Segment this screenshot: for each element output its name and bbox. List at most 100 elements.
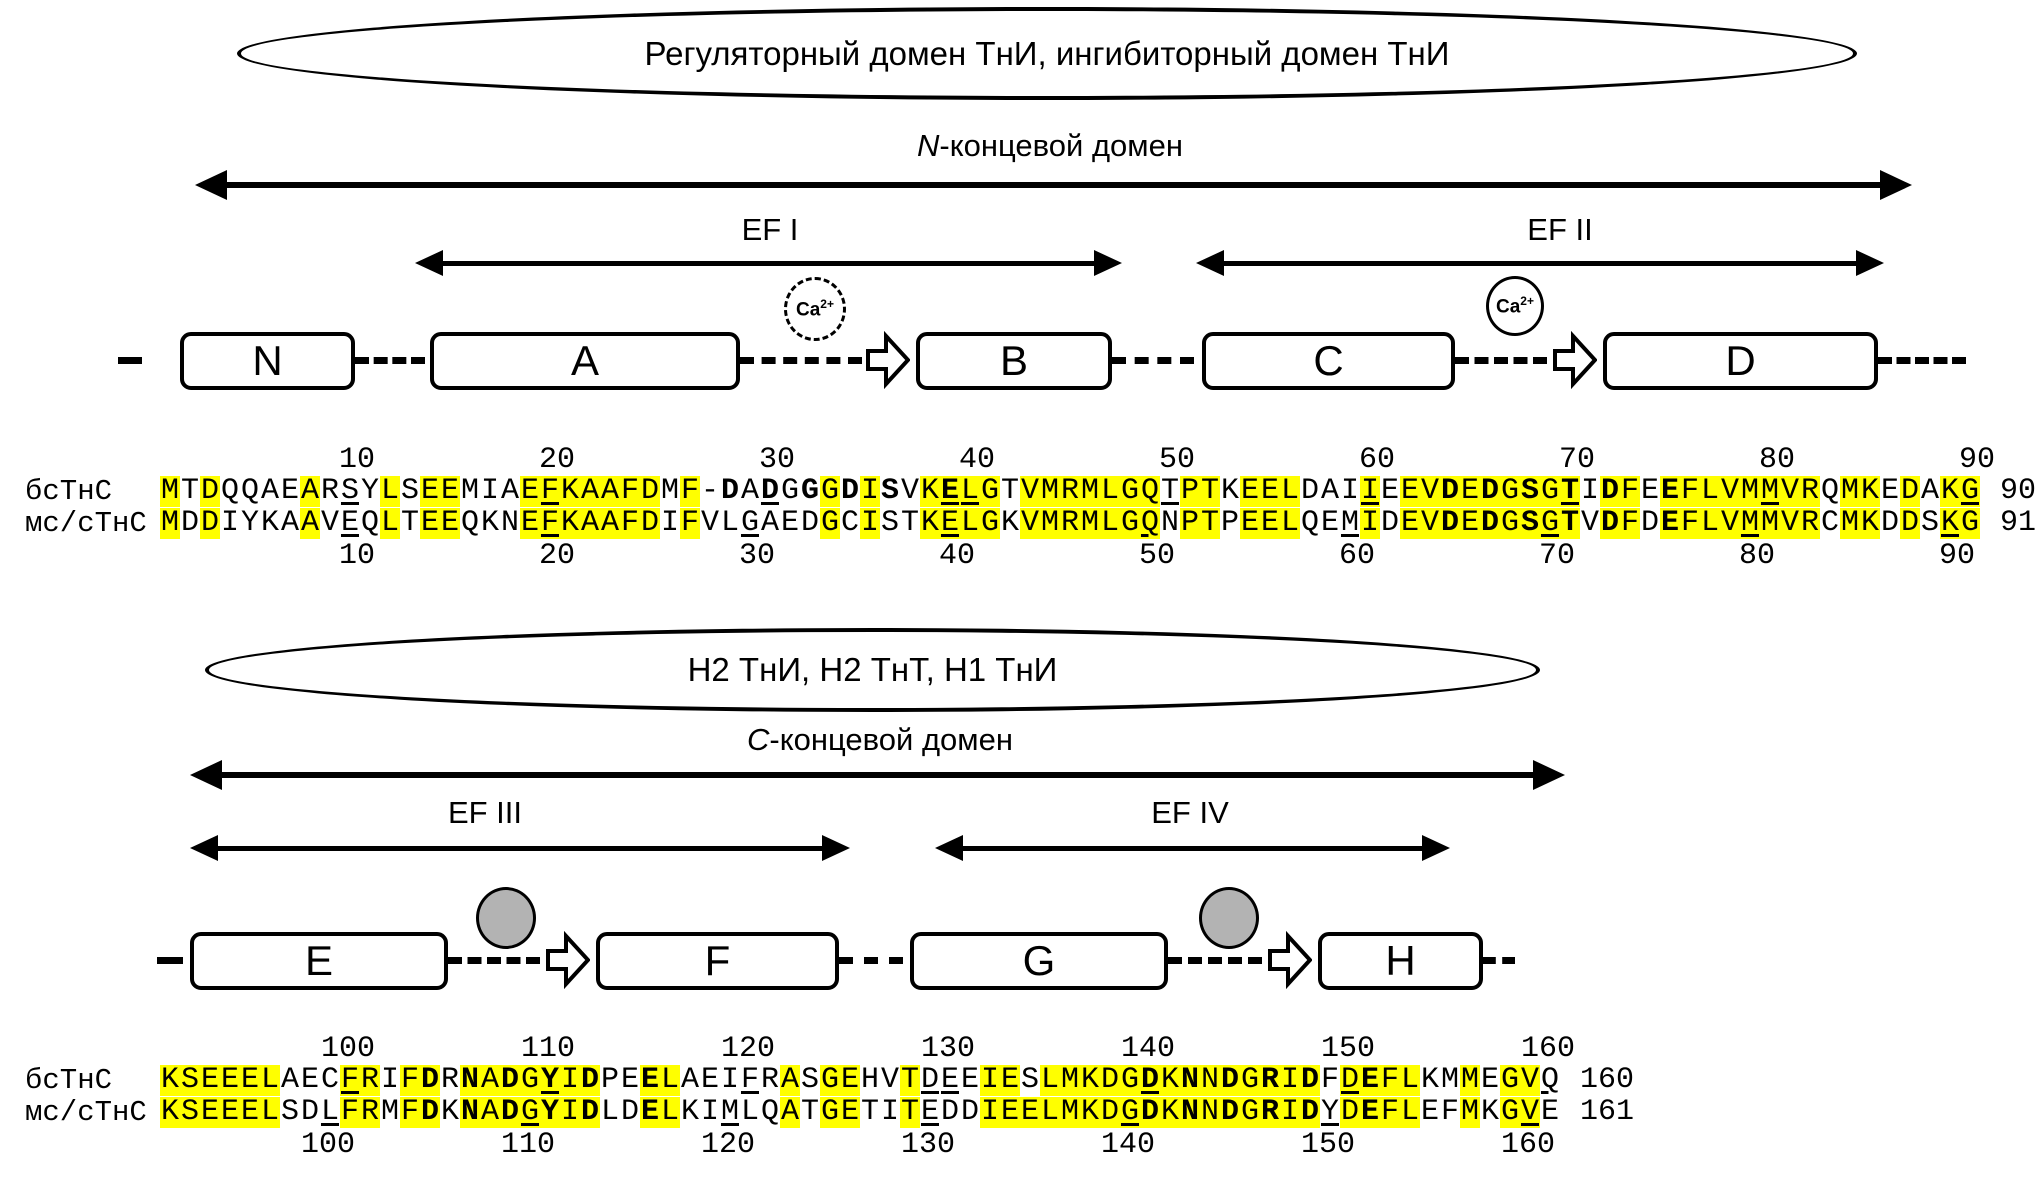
- residue: E: [1000, 1095, 1020, 1129]
- position-number: 50: [1158, 443, 1195, 477]
- residue: E: [1640, 474, 1659, 508]
- residue: G: [1120, 1063, 1140, 1097]
- residue: K: [160, 1095, 180, 1129]
- residue: G: [1240, 1095, 1260, 1129]
- residue: A: [280, 1063, 299, 1097]
- residue: E: [840, 1095, 860, 1129]
- residue: D: [640, 474, 660, 508]
- residue: E: [1020, 1095, 1040, 1129]
- residue: D: [1900, 474, 1920, 508]
- residue: D: [200, 474, 220, 508]
- residue: A: [480, 1063, 500, 1097]
- residue: L: [660, 1063, 680, 1097]
- ca2-label: Ca2+: [1496, 293, 1534, 318]
- residue: E: [520, 474, 540, 508]
- residue: R: [1060, 506, 1080, 540]
- residue: Q: [1300, 506, 1319, 540]
- position-number: 10: [338, 539, 375, 573]
- position-number: 150: [1300, 1128, 1355, 1162]
- position-number: 140: [1100, 1128, 1155, 1162]
- residue: E: [1400, 506, 1420, 540]
- residue: A: [1320, 474, 1339, 508]
- residue: T: [1560, 506, 1580, 540]
- ca2-bound-circle-site-iv: [1199, 887, 1259, 949]
- residue: K: [1860, 474, 1880, 508]
- residue: A: [480, 1095, 500, 1129]
- residue: G: [800, 474, 819, 508]
- residue: V: [1520, 1095, 1540, 1129]
- residue: V: [1020, 506, 1040, 540]
- residue: D: [1640, 506, 1659, 540]
- position-number: 50: [1138, 539, 1175, 573]
- residue: D: [840, 474, 859, 508]
- residue: K: [1420, 1063, 1439, 1097]
- residue: I: [700, 1095, 719, 1129]
- row-end-number: 91: [2000, 506, 2037, 540]
- loop-block-arrow: [1268, 931, 1312, 989]
- residue: F: [1320, 1063, 1339, 1097]
- residue: V: [1720, 474, 1740, 508]
- ca2-bound-circle-site-iii: [476, 887, 536, 949]
- residue: K: [260, 506, 279, 540]
- n-domain-label-rest: -концевой домен: [939, 128, 1183, 163]
- regulatory-domain-label: Регуляторный домен ТнИ, ингибиторный дом…: [644, 34, 1450, 72]
- residue: A: [600, 506, 620, 540]
- residue: S: [880, 506, 899, 540]
- residue: M: [160, 506, 180, 540]
- residue: G: [1540, 506, 1560, 540]
- residue: D: [1220, 1063, 1240, 1097]
- linker-dash: [118, 357, 142, 364]
- alignment-block-n-domain: 10 20 30 40 50 60 70 80 90 10 20 30 40 50 60 70 80 90 бсТн…: [0, 445, 2040, 575]
- residue: I: [1580, 474, 1599, 508]
- position-number: 160: [1520, 1032, 1575, 1066]
- residue: D: [1440, 474, 1460, 508]
- residue: M: [1040, 474, 1060, 508]
- residue: K: [1000, 506, 1019, 540]
- residue: K: [560, 506, 580, 540]
- ef1-label: EF I: [741, 212, 799, 247]
- residue: S: [340, 474, 359, 508]
- residue: K: [1080, 1095, 1100, 1129]
- c-domain-partners-label: H2 ТнИ, H2 ТнТ, H1 ТнИ: [687, 651, 1058, 688]
- helix-box-d: D: [1603, 332, 1878, 390]
- residue: D: [300, 1095, 319, 1129]
- residue: D: [200, 506, 220, 540]
- c-domain-label-rest: -концевой домен: [769, 722, 1013, 757]
- helix-letter: A: [570, 337, 599, 384]
- residue: D: [1300, 1095, 1320, 1129]
- residue: E: [420, 474, 440, 508]
- residue: Q: [1140, 474, 1160, 508]
- residue: L: [1280, 474, 1300, 508]
- residue: F: [340, 1095, 360, 1129]
- residue: Y: [240, 506, 259, 540]
- linker-dash: [1878, 357, 1966, 364]
- loop-block-arrow: [866, 331, 910, 389]
- residue: V: [1720, 506, 1740, 540]
- residue: N: [1160, 506, 1179, 540]
- residue: G: [820, 474, 840, 508]
- residue: M: [1760, 474, 1780, 508]
- residue: S: [1020, 1063, 1039, 1097]
- residue: G: [820, 1095, 840, 1129]
- position-number: 10: [338, 443, 375, 477]
- position-number: 80: [1758, 443, 1795, 477]
- residue: Q: [220, 474, 239, 508]
- residue: E: [940, 1063, 959, 1097]
- residue: E: [1240, 474, 1260, 508]
- residue: V: [1520, 1063, 1540, 1097]
- linker-dash: [839, 957, 903, 964]
- residue: C: [840, 506, 859, 540]
- helix-box-e: E: [190, 932, 448, 990]
- residue: R: [1260, 1063, 1280, 1097]
- residue: R: [1260, 1095, 1280, 1129]
- residue: M: [1760, 506, 1780, 540]
- residue: M: [1740, 506, 1760, 540]
- residue: T: [1160, 474, 1179, 508]
- residue: M: [160, 474, 180, 508]
- arrow-line: [957, 845, 1428, 851]
- residue: F: [1680, 506, 1700, 540]
- residue: E: [1660, 474, 1680, 508]
- helix-letter: G: [1022, 937, 1056, 984]
- residue: T: [1560, 474, 1580, 508]
- residue: L: [320, 1095, 339, 1129]
